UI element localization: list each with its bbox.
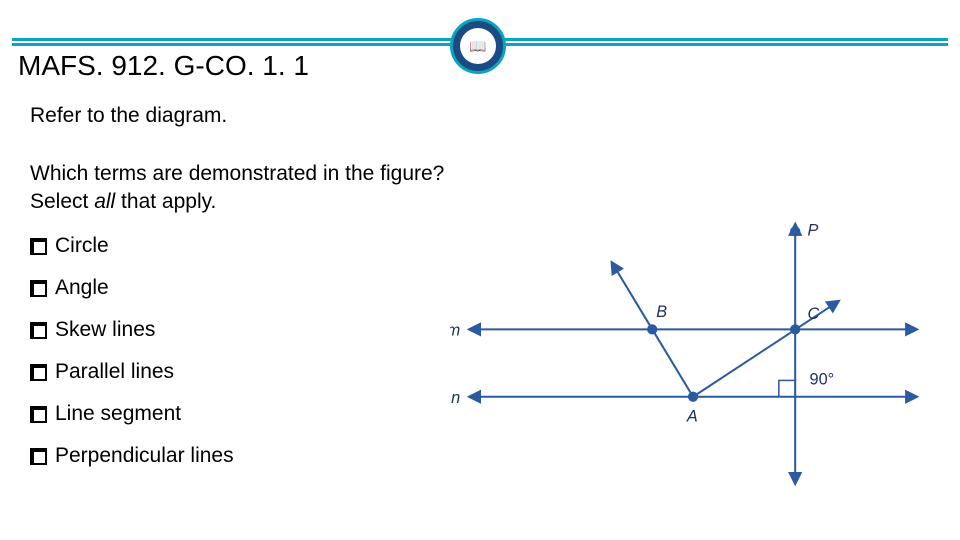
svg-text:90°: 90° [809,371,834,389]
svg-text:n: n [451,389,460,407]
option-perpendicular-lines[interactable]: Perpendicular lines [30,444,290,468]
standard-code-title: MAFS. 912. G-CO. 1. 1 [18,50,309,82]
prompt-line-2b-italic: all [94,190,115,213]
geometry-diagram: P B C Am n 90° [450,200,930,520]
checkbox-icon [30,238,47,255]
prompt-line-2a: Which terms are demonstrated in the figu… [30,162,444,185]
prompt-line-2b-suffix: that apply. [115,190,216,213]
logo-badge: 📖 [450,18,506,74]
checkbox-icon [30,448,47,465]
option-parallel-lines[interactable]: Parallel lines [30,360,290,384]
svg-text:A: A [686,407,698,425]
option-angle[interactable]: Angle [30,276,290,300]
logo-icon: 📖 [460,28,496,64]
option-circle[interactable]: Circle [30,234,290,258]
prompt-line-2b-prefix: Select [30,190,94,213]
prompt-line-1: Refer to the diagram. [30,104,227,128]
checkbox-icon [30,364,47,381]
svg-text:P: P [807,221,818,239]
checkbox-icon [30,280,47,297]
option-line-segment[interactable]: Line segment [30,402,290,426]
option-label: Circle [55,234,109,258]
option-label: Parallel lines [55,360,174,384]
option-skew-lines[interactable]: Skew lines [30,318,290,342]
checkbox-icon [30,322,47,339]
option-label: Line segment [55,402,181,426]
option-label: Skew lines [55,318,155,342]
checkbox-icon [30,406,47,423]
svg-text:B: B [656,303,667,321]
svg-text:C: C [807,305,819,323]
prompt-line-2: Which terms are demonstrated in the figu… [30,160,444,217]
option-label: Perpendicular lines [55,444,234,468]
options-list: Circle Angle Skew lines Parallel lines L… [30,234,290,486]
svg-text:m: m [450,321,460,339]
option-label: Angle [55,276,109,300]
